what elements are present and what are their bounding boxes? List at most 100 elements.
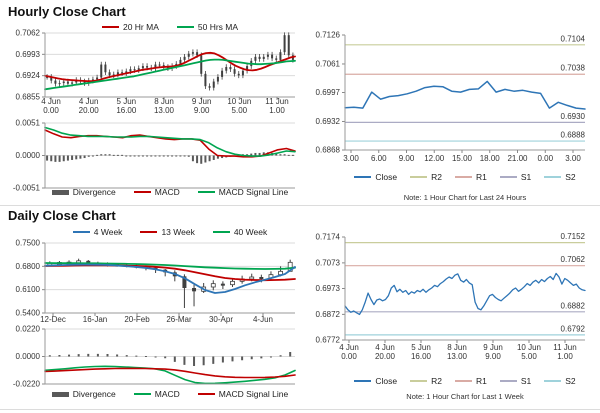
- hourly-ma-legend: 20 Hr MA 50 Hrs MA: [45, 22, 295, 32]
- svg-text:0.6930: 0.6930: [561, 112, 586, 121]
- r1-line-icon: [454, 176, 472, 178]
- divergence-bar-icon: [51, 391, 69, 397]
- svg-text:26-Mar: 26-Mar: [166, 315, 192, 324]
- ma4w-legend-label: 4 Week: [93, 227, 123, 237]
- divergence-legend-label: Divergence: [72, 389, 116, 399]
- svg-text:0.0000: 0.0000: [16, 352, 41, 361]
- hourly-close-chart-title: Hourly Close Chart: [8, 4, 126, 19]
- svg-text:0.7126: 0.7126: [316, 31, 341, 40]
- s1-line-icon: [499, 176, 517, 178]
- svg-text:0.6888: 0.6888: [561, 131, 586, 140]
- pivot-1w-note: Note: 1 Hour Chart for Last 1 Week: [406, 392, 524, 401]
- macd-legend-label: MACD: [154, 187, 180, 197]
- legend-item-r2: R2: [410, 376, 442, 386]
- legend-item-macd: MACD: [133, 187, 180, 197]
- macd-line-icon: [133, 191, 151, 193]
- r2-legend-label: R2: [431, 376, 442, 386]
- svg-text:0.6772: 0.6772: [316, 336, 341, 345]
- svg-text:21.00: 21.00: [507, 154, 528, 163]
- legend-item-40week: 40 Week: [212, 227, 268, 237]
- divergence-legend-label: Divergence: [72, 187, 116, 197]
- daily-macd-legend: Divergence MACD MACD Signal Line: [45, 389, 295, 399]
- legend-item-s1: S1: [499, 376, 532, 386]
- legend-item-divergence: Divergence: [51, 187, 116, 197]
- svg-text:5.00: 5.00: [521, 352, 537, 361]
- svg-text:-0.0051: -0.0051: [13, 184, 41, 193]
- s1-legend-label: S1: [520, 376, 532, 386]
- svg-text:30-Apr: 30-Apr: [209, 315, 233, 324]
- macd-signal-line-icon: [197, 393, 215, 395]
- s2-line-icon: [544, 380, 562, 382]
- svg-text:0.6932: 0.6932: [316, 117, 341, 126]
- svg-text:0.6872: 0.6872: [316, 310, 341, 319]
- legend-item-s2: S2: [544, 376, 576, 386]
- ma4w-line-icon: [72, 231, 90, 233]
- hourly-macd-legend: Divergence MACD MACD Signal Line: [45, 187, 295, 197]
- svg-text:0.00: 0.00: [43, 106, 59, 115]
- svg-text:8 Jun: 8 Jun: [447, 343, 467, 352]
- svg-text:4 Jun: 4 Jun: [41, 97, 61, 106]
- ma13w-line-icon: [140, 231, 158, 233]
- svg-text:6.00: 6.00: [371, 154, 387, 163]
- svg-text:4 Jun: 4 Jun: [375, 343, 395, 352]
- svg-text:9 Jun: 9 Jun: [483, 343, 503, 352]
- macd-signal-line-icon: [197, 191, 215, 193]
- macd-signal-legend-label: MACD Signal Line: [218, 187, 289, 197]
- svg-text:0.0000: 0.0000: [16, 151, 41, 160]
- svg-text:4 Jun: 4 Jun: [79, 97, 99, 106]
- svg-text:10 Jun: 10 Jun: [517, 343, 541, 352]
- svg-text:0.00: 0.00: [341, 352, 357, 361]
- svg-text:20.00: 20.00: [375, 352, 396, 361]
- ma20-legend-label: 20 Hr MA: [122, 22, 159, 32]
- svg-text:16.00: 16.00: [116, 106, 137, 115]
- svg-text:0.7104: 0.7104: [561, 34, 586, 43]
- r2-line-icon: [410, 176, 428, 178]
- svg-text:0.0051: 0.0051: [16, 119, 41, 128]
- s1-legend-label: S1: [520, 172, 532, 182]
- svg-text:0.7061: 0.7061: [316, 59, 341, 68]
- legend-item-13week: 13 Week: [140, 227, 195, 237]
- svg-text:0.6924: 0.6924: [16, 71, 41, 80]
- svg-text:13.00: 13.00: [154, 106, 175, 115]
- s1-line-icon: [499, 380, 517, 382]
- legend-item-close: Close: [354, 172, 397, 182]
- legend-item-divergence-daily: Divergence: [51, 389, 116, 399]
- svg-text:9.00: 9.00: [399, 154, 415, 163]
- svg-text:3.00: 3.00: [343, 154, 359, 163]
- svg-text:8 Jun: 8 Jun: [154, 97, 174, 106]
- s2-line-icon: [544, 176, 562, 178]
- svg-text:0.6792: 0.6792: [561, 324, 586, 333]
- svg-text:0.6868: 0.6868: [316, 146, 341, 155]
- macd-line-icon: [133, 393, 151, 395]
- svg-text:4 Jun: 4 Jun: [339, 343, 359, 352]
- legend-item-macd-signal: MACD Signal Line: [197, 187, 289, 197]
- pivot-1w-legend: Close R2 R1 S1 S2: [345, 376, 585, 386]
- svg-text:0.6800: 0.6800: [16, 262, 41, 271]
- close-line-icon: [354, 380, 372, 382]
- legend-item-s2: S2: [544, 172, 576, 182]
- svg-text:0.7038: 0.7038: [561, 64, 586, 73]
- svg-text:18.00: 18.00: [480, 154, 501, 163]
- svg-text:0.6100: 0.6100: [16, 285, 41, 294]
- svg-text:0.7500: 0.7500: [16, 239, 41, 248]
- svg-text:-0.0220: -0.0220: [13, 380, 41, 389]
- legend-item-50hr-ma: 50 Hrs MA: [176, 22, 238, 32]
- ma40w-legend-label: 40 Week: [233, 227, 268, 237]
- pivot-24h-note: Note: 1 Hour Chart for Last 24 Hours: [403, 193, 527, 202]
- legend-item-close: Close: [354, 376, 397, 386]
- svg-text:9.00: 9.00: [194, 106, 210, 115]
- legend-item-20hr-ma: 20 Hr MA: [101, 22, 159, 32]
- legend-item-macd-daily: MACD: [133, 389, 180, 399]
- svg-text:9.00: 9.00: [485, 352, 501, 361]
- svg-text:20-Feb: 20-Feb: [124, 315, 150, 324]
- r1-line-icon: [454, 380, 472, 382]
- svg-text:16.00: 16.00: [411, 352, 432, 361]
- svg-text:15.00: 15.00: [452, 154, 473, 163]
- svg-text:1.00: 1.00: [269, 106, 285, 115]
- svg-text:0.6855: 0.6855: [16, 93, 41, 102]
- bottom-divider: [0, 409, 600, 410]
- svg-text:0.7062: 0.7062: [561, 255, 586, 264]
- section-divider: [0, 205, 600, 206]
- svg-text:0.5400: 0.5400: [16, 309, 41, 318]
